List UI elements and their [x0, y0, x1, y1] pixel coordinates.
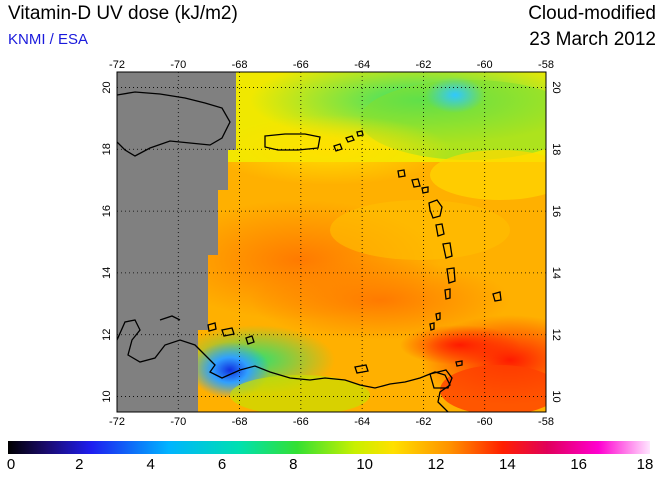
lon-tick-bottom: -72 [109, 416, 125, 428]
lon-tick-bottom: -62 [415, 416, 431, 428]
colorbar [8, 441, 650, 454]
colorbar-label: 10 [356, 456, 373, 473]
lon-tick-bottom: -68 [232, 416, 248, 428]
graticule [117, 72, 546, 412]
lon-tick-bottom: -64 [354, 416, 370, 428]
lon-tick-top: -64 [354, 59, 370, 71]
lon-tick-bottom: -66 [293, 416, 309, 428]
lat-tick-right: 18 [550, 143, 562, 155]
lat-tick-left: 18 [101, 143, 113, 155]
map-title: Vitamin-D UV dose (kJ/m2) [8, 3, 238, 24]
map-frame [116, 71, 547, 413]
uv-dose-field [117, 72, 546, 412]
colorbar-label: 8 [289, 456, 298, 473]
lat-tick-right: 10 [550, 390, 562, 402]
lat-tick-left: 20 [101, 81, 113, 93]
colorbar-label: 18 [636, 456, 654, 473]
lon-tick-top: -62 [415, 59, 431, 71]
longitude-ticks: -72 -72 -70 -70 -68 -68 -66 -66 -64 -64 -62 -62 -60 -… [109, 59, 554, 428]
colorbar-label: 2 [75, 456, 84, 473]
lat-tick-left: 10 [101, 390, 113, 402]
lat-tick-left: 16 [101, 205, 113, 217]
colorbar-label: 16 [570, 456, 587, 473]
lat-tick-right: 16 [550, 205, 562, 217]
colorbar-label: 6 [217, 456, 227, 473]
lon-tick-top: -70 [170, 59, 186, 71]
lat-tick-left: 12 [101, 329, 113, 341]
date-label: 23 March 2012 [529, 29, 656, 50]
lon-tick-top: -72 [109, 59, 125, 71]
lat-tick-right: 14 [550, 267, 562, 279]
lon-tick-top: -68 [232, 59, 248, 71]
lon-tick-top: -66 [293, 59, 309, 71]
lon-tick-bottom: -70 [170, 416, 186, 428]
coastlines [117, 91, 502, 412]
colorbar-label: 14 [498, 456, 516, 473]
lon-tick-top: -58 [538, 59, 554, 71]
credit-label: KNMI / ESA [8, 31, 89, 48]
lat-tick-right: 12 [550, 329, 562, 341]
lon-tick-bottom: -58 [538, 416, 554, 428]
lat-tick-right: 20 [550, 81, 562, 93]
lon-tick-top: -60 [477, 59, 493, 71]
latitude-ticks: 20 20 18 18 16 16 14 14 12 12 10 10 [101, 81, 562, 402]
colorbar-label: 12 [427, 456, 445, 473]
colorbar-label: 0 [6, 456, 16, 473]
product-label: Cloud-modified [528, 3, 656, 24]
colorbar-label: 4 [146, 456, 155, 473]
lat-tick-left: 14 [101, 267, 113, 279]
lon-tick-bottom: -60 [477, 416, 493, 428]
